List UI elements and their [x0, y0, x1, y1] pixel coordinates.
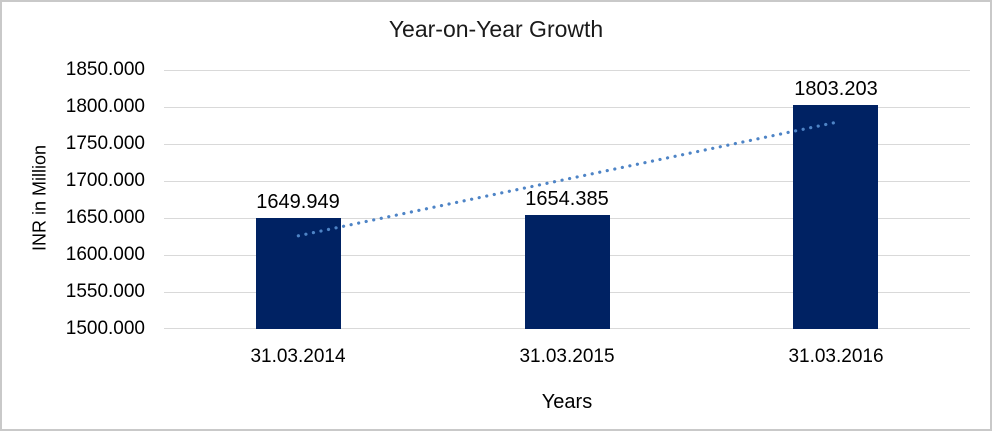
- y-tick-label: 1500.000: [65, 318, 145, 339]
- gridline: [164, 144, 970, 145]
- y-axis-tick-labels: 1850.000 1800.000 1750.000 1700.000 1650.000…: [2, 60, 145, 339]
- y-tick-label: 1600.000: [65, 244, 145, 265]
- y-tick-label: 1550.000: [65, 281, 145, 302]
- y-tick-label: 1850.000: [65, 59, 145, 80]
- data-label: 1649.949: [256, 191, 340, 213]
- gridline: [164, 181, 970, 182]
- x-tick-label: 31.03.2014: [250, 346, 346, 367]
- x-axis-tick-labels: 31.03.2014 31.03.2015 31.03.2016: [164, 346, 970, 368]
- gridline: [164, 70, 970, 71]
- y-tick-label: 1700.000: [65, 170, 145, 191]
- gridline: [164, 107, 970, 108]
- y-tick-label: 1750.000: [65, 133, 145, 154]
- x-tick-label: 31.03.2015: [519, 346, 615, 367]
- x-axis-title: Years: [541, 391, 593, 413]
- y-tick-label: 1800.000: [65, 96, 145, 117]
- chart-title: Year-on-Year Growth: [388, 16, 604, 42]
- bar-31.03.2015: [525, 215, 610, 329]
- data-label: 1654.385: [525, 188, 609, 210]
- y-tick-label: 1650.000: [65, 207, 145, 228]
- plot-area: 1649.949 1654.385 1803.203: [164, 70, 970, 329]
- bar-31.03.2016: [793, 105, 878, 329]
- data-label: 1803.203: [794, 78, 878, 100]
- x-tick-label: 31.03.2016: [788, 346, 884, 367]
- trendline: [296, 120, 838, 238]
